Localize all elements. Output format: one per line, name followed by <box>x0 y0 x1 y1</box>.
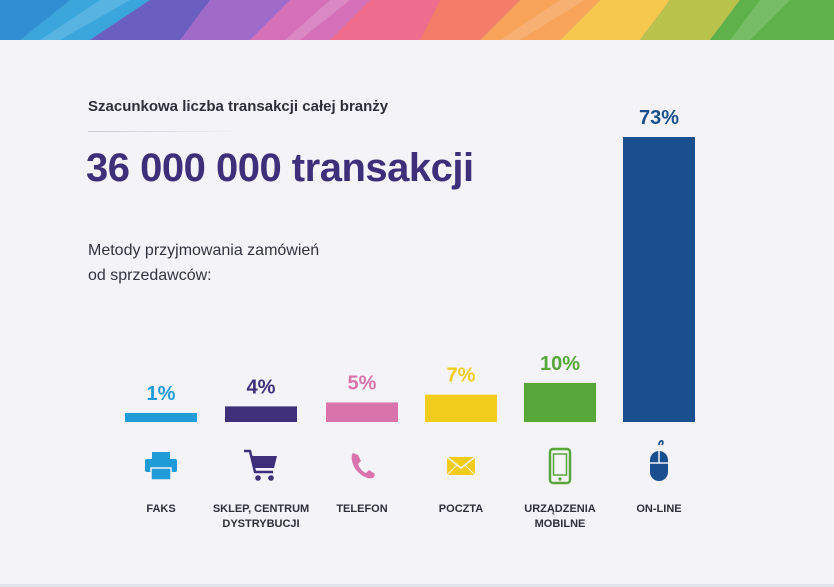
data-label-2: 4% <box>247 376 276 398</box>
methods-label: Metody przyjmowania zamówień od sprzedaw… <box>88 238 408 288</box>
methods-label-line-1: Metody przyjmowania zamówień <box>88 242 320 259</box>
category-label-2: SKLEP, CENTRUM DYSTRYBUCJI <box>213 503 309 530</box>
bar-2 <box>225 406 297 422</box>
data-label-3: 5% <box>348 372 377 394</box>
fax-icon <box>145 452 177 481</box>
decorative-banner <box>0 0 834 40</box>
subtitle-divider <box>88 131 248 132</box>
bar-6 <box>623 137 695 422</box>
category-label-3: TELEFON <box>336 503 387 515</box>
category-label-6: ON-LINE <box>636 503 681 515</box>
data-label-1: 1% <box>147 383 176 405</box>
chart-subtitle: Szacunkowa liczba transakcji całej branż… <box>88 98 389 115</box>
data-label-5: 10% <box>540 353 580 375</box>
methods-label-line-2: od sprzedawców: <box>88 267 212 284</box>
bar-3 <box>326 402 398 422</box>
data-label-4: 7% <box>447 365 476 387</box>
bar-1 <box>125 413 197 422</box>
frame-border <box>0 584 834 587</box>
category-label-4: POCZTA <box>439 503 483 515</box>
category-label-5: URZĄDZENIA MOBILNE <box>524 503 596 530</box>
category-label-1: FAKS <box>146 503 175 515</box>
phone-icon <box>351 453 375 479</box>
bar-5 <box>524 382 596 422</box>
bar-4 <box>425 394 497 422</box>
shopping-cart-icon <box>244 449 277 481</box>
mouse-icon <box>650 439 668 481</box>
envelope-icon <box>446 456 476 476</box>
total-transactions: 36 000 000 transakcji <box>86 146 474 190</box>
mobile-phone-icon <box>548 447 572 485</box>
data-label-6: 73% <box>639 107 679 129</box>
